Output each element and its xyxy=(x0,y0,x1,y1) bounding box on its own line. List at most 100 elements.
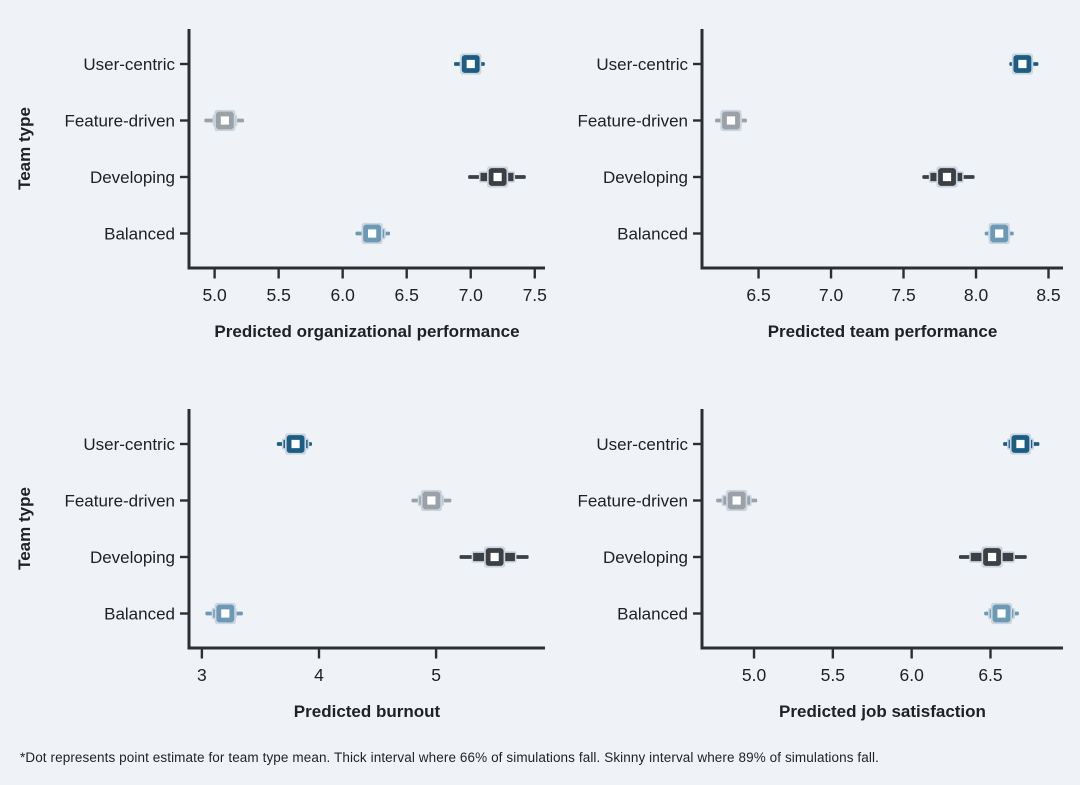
x-tick-label: 6.0 xyxy=(899,665,924,685)
marker-balanced xyxy=(984,602,1019,625)
chart-svg: User-centric Feature-driven Developing Bala… xyxy=(15,29,547,341)
x-axis-title: Predicted job satisfaction xyxy=(779,702,986,721)
marker-user-centric xyxy=(1003,433,1040,455)
x-tick-label: 7.5 xyxy=(523,285,547,305)
marker-feature-driven xyxy=(715,109,747,132)
x-axis-title: Predicted team performance xyxy=(768,322,998,341)
y-category-label: User-centric xyxy=(83,435,175,454)
y-category-label: Balanced xyxy=(104,225,175,244)
point-estimate xyxy=(488,168,507,186)
point-estimate-halo xyxy=(726,489,748,512)
point-estimate-halo xyxy=(1009,433,1032,455)
y-category-label: Feature-driven xyxy=(64,112,175,131)
point-estimate xyxy=(461,55,480,73)
x-tick-label: 5 xyxy=(431,665,441,685)
axis-spine xyxy=(187,29,545,270)
point-estimate xyxy=(990,224,1009,243)
marker-developing xyxy=(468,166,526,188)
point-estimate xyxy=(992,604,1011,623)
x-tick-label: 6.0 xyxy=(331,285,356,305)
panel-burnout: User-centric Feature-driven Developing Bala… xyxy=(0,380,545,721)
x-tick-label: 7.5 xyxy=(891,285,915,305)
marker-balanced xyxy=(984,222,1014,245)
x-tick-label: 6.5 xyxy=(978,665,1002,685)
point-estimate xyxy=(422,491,441,510)
point-estimate xyxy=(485,548,504,566)
point-estimate xyxy=(722,111,740,130)
marker-user-centric xyxy=(1009,53,1039,75)
x-axis-title: Predicted organizational performance xyxy=(214,322,519,341)
panel-grid: User-centric Feature-driven Developing Bala… xyxy=(0,0,1080,721)
point-estimate xyxy=(983,548,1001,566)
panel-team-performance: User-centric Feature-driven Developing Bala… xyxy=(540,0,1080,380)
y-category-label: Balanced xyxy=(617,225,688,244)
x-tick-label: 6.5 xyxy=(746,285,770,305)
marker-user-centric xyxy=(454,53,485,75)
marker-balanced xyxy=(355,222,391,245)
chart-svg: User-centric Feature-driven Developing Bala… xyxy=(15,409,545,721)
panel-job-satisfaction: User-centric Feature-driven Developing Bala… xyxy=(540,380,1080,721)
x-tick-label: 6.5 xyxy=(395,285,419,305)
y-category-label: Developing xyxy=(90,548,175,567)
point-estimate xyxy=(286,435,305,453)
point-estimate-halo xyxy=(487,166,509,188)
marker-feature-driven xyxy=(204,109,245,132)
point-estimate-halo xyxy=(1011,53,1034,75)
point-estimate-halo xyxy=(990,602,1013,625)
axis-spine xyxy=(700,29,1063,270)
x-axis-title: Predicted burnout xyxy=(294,702,441,721)
marker-developing xyxy=(958,546,1027,568)
y-axis-title: Team type xyxy=(15,107,34,190)
x-tick-label: 8.5 xyxy=(1036,285,1060,305)
marker-balanced xyxy=(205,602,243,625)
x-tick-label: 5.0 xyxy=(742,665,767,685)
y-category-label: Developing xyxy=(603,548,688,567)
y-category-label: Developing xyxy=(90,168,175,187)
y-category-label: User-centric xyxy=(83,55,175,74)
point-estimate-halo xyxy=(484,546,506,568)
marker-feature-driven xyxy=(411,489,452,512)
x-tick-label: 3 xyxy=(197,665,207,685)
point-estimate-halo xyxy=(361,222,383,245)
marker-user-centric xyxy=(276,433,312,455)
x-tick-label: 5.5 xyxy=(266,285,290,305)
x-tick-label: 5.5 xyxy=(821,665,845,685)
point-estimate-halo xyxy=(720,109,742,132)
y-category-label: Feature-driven xyxy=(577,112,688,131)
point-estimate xyxy=(1011,435,1030,453)
marker-developing xyxy=(922,166,975,188)
point-estimate xyxy=(727,491,746,510)
point-estimate-halo xyxy=(936,166,958,188)
y-category-label: User-centric xyxy=(596,435,688,454)
point-estimate-halo xyxy=(460,53,482,75)
x-tick-label: 5.0 xyxy=(202,285,227,305)
y-category-label: Balanced xyxy=(104,605,175,624)
point-estimate-halo xyxy=(284,433,307,455)
point-estimate xyxy=(216,604,235,623)
point-estimate-halo xyxy=(420,489,443,512)
y-category-label: User-centric xyxy=(596,55,688,74)
point-estimate-halo xyxy=(214,109,236,132)
chart-svg: User-centric Feature-driven Developing Bala… xyxy=(577,29,1063,341)
y-axis-title: Team type xyxy=(15,487,34,570)
marker-feature-driven xyxy=(716,489,758,512)
marker-developing xyxy=(459,546,529,568)
point-estimate-halo xyxy=(981,546,1003,568)
axis-spine xyxy=(700,409,1063,650)
axis-spine xyxy=(187,409,545,650)
chart-svg: User-centric Feature-driven Developing Bala… xyxy=(577,409,1063,721)
point-estimate xyxy=(215,111,234,130)
x-tick-label: 7.0 xyxy=(459,285,484,305)
x-tick-label: 4 xyxy=(314,665,324,685)
point-estimate xyxy=(1013,55,1032,73)
panel-organizational-performance: User-centric Feature-driven Developing Bala… xyxy=(0,0,547,380)
y-category-label: Feature-driven xyxy=(64,492,175,511)
point-estimate-halo xyxy=(988,222,1010,245)
point-estimate xyxy=(938,168,956,186)
footnote: *Dot represents point estimate for team … xyxy=(20,750,879,765)
y-category-label: Feature-driven xyxy=(577,492,688,511)
y-category-label: Balanced xyxy=(617,605,688,624)
y-category-label: Developing xyxy=(603,168,688,187)
point-estimate xyxy=(363,224,382,243)
